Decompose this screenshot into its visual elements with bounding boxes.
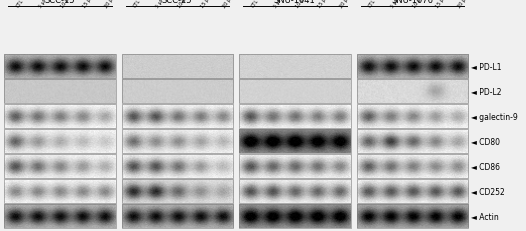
Bar	[239, 55, 350, 79]
Bar	[239, 154, 350, 178]
Bar	[122, 204, 233, 228]
Bar	[4, 154, 116, 178]
Bar	[122, 55, 233, 79]
Text: 20 μM: 20 μM	[339, 0, 352, 9]
Bar	[357, 55, 468, 79]
Text: 10 μM: 10 μM	[60, 0, 73, 9]
Bar	[239, 204, 350, 228]
Text: CTL: CTL	[133, 0, 142, 9]
Bar	[357, 80, 468, 103]
Bar	[122, 80, 233, 103]
Text: 15 μM: 15 μM	[434, 0, 447, 9]
Bar	[357, 204, 468, 228]
Text: 10 μM: 10 μM	[412, 0, 425, 9]
Bar	[357, 105, 468, 128]
Bar	[122, 154, 233, 178]
Text: 5 μM: 5 μM	[390, 0, 401, 9]
Text: 5 μM: 5 μM	[37, 0, 48, 9]
Bar	[122, 105, 233, 128]
Text: ◄ CD80: ◄ CD80	[471, 137, 500, 146]
Text: 10 μM: 10 μM	[295, 0, 308, 9]
Text: 20 μM: 20 μM	[457, 0, 470, 9]
Text: SNU-1041: SNU-1041	[274, 0, 316, 5]
Text: CTL: CTL	[15, 0, 25, 9]
Text: 20 μM: 20 μM	[222, 0, 235, 9]
Text: 15 μM: 15 μM	[82, 0, 95, 9]
Text: ◄ galectin-9: ◄ galectin-9	[471, 112, 518, 122]
Text: CTL: CTL	[368, 0, 377, 9]
Bar	[357, 129, 468, 153]
Bar	[357, 179, 468, 203]
Text: SCC-25: SCC-25	[162, 0, 193, 5]
Bar	[239, 80, 350, 103]
Text: ◄ Actin: ◄ Actin	[471, 212, 499, 221]
Text: 5 μM: 5 μM	[155, 0, 166, 9]
Bar	[4, 129, 116, 153]
Bar	[357, 154, 468, 178]
Bar	[122, 129, 233, 153]
Bar	[122, 179, 233, 203]
Text: 10 μM: 10 μM	[177, 0, 190, 9]
Text: ◄ PD-L2: ◄ PD-L2	[471, 88, 501, 97]
Text: SNU-1076: SNU-1076	[391, 0, 433, 5]
Text: 15 μM: 15 μM	[199, 0, 213, 9]
Bar	[4, 80, 116, 103]
Text: 5 μM: 5 μM	[272, 0, 284, 9]
Text: CTL: CTL	[250, 0, 259, 9]
Text: 15 μM: 15 μM	[317, 0, 330, 9]
Bar	[239, 129, 350, 153]
Bar	[4, 105, 116, 128]
Bar	[4, 179, 116, 203]
Bar	[4, 204, 116, 228]
Bar	[239, 105, 350, 128]
Text: 20 μM: 20 μM	[104, 0, 117, 9]
Bar	[239, 179, 350, 203]
Bar	[4, 55, 116, 79]
Text: ◄ CD252: ◄ CD252	[471, 187, 505, 196]
Text: ◄ CD86: ◄ CD86	[471, 162, 500, 171]
Text: SCC-15: SCC-15	[45, 0, 75, 5]
Text: ◄ PD-L1: ◄ PD-L1	[471, 63, 501, 72]
